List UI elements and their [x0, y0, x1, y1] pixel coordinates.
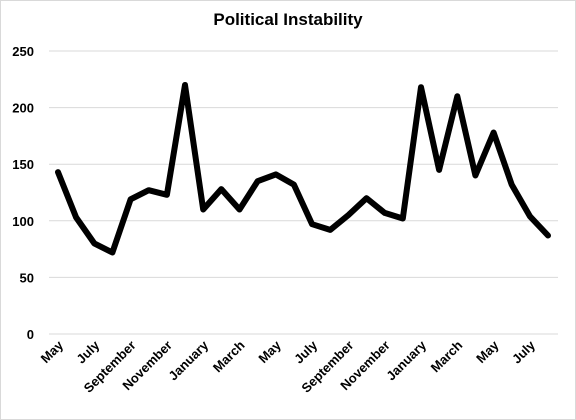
y-tick-label: 0: [27, 327, 34, 342]
data-point: [128, 196, 134, 202]
data-point: [182, 82, 188, 88]
data-point: [436, 167, 442, 173]
data-point: [454, 93, 460, 99]
data-point: [527, 213, 533, 219]
y-tick-label: 150: [12, 157, 34, 172]
data-point: [491, 130, 497, 136]
x-tick-label: March: [210, 337, 248, 375]
data-point: [382, 210, 388, 216]
x-tick-label: January: [383, 337, 429, 383]
x-tick-label: July: [509, 337, 539, 367]
data-point: [218, 186, 224, 192]
series-line-0: [55, 82, 551, 256]
data-point: [327, 227, 333, 233]
y-tick-label: 250: [12, 44, 34, 59]
x-tick-label: May: [473, 337, 502, 366]
data-point: [73, 214, 79, 220]
x-tick-label: January: [165, 337, 211, 383]
data-point: [509, 182, 515, 188]
x-tick-label: May: [255, 337, 284, 366]
chart-title: Political Instability: [213, 10, 363, 29]
data-point: [418, 84, 424, 90]
data-point: [55, 169, 61, 175]
y-tick-label: 50: [20, 270, 34, 285]
data-point: [200, 206, 206, 212]
data-point: [545, 233, 551, 239]
data-point: [164, 192, 170, 198]
y-tick-label: 200: [12, 101, 34, 116]
data-point: [273, 171, 279, 177]
data-point: [345, 212, 351, 218]
gridlines: [49, 50, 558, 335]
data-point: [236, 206, 242, 212]
series: [55, 82, 551, 256]
x-tick-label: July: [73, 337, 103, 367]
data-point: [309, 221, 315, 227]
data-point: [146, 187, 152, 193]
data-point: [91, 240, 97, 246]
data-point: [255, 178, 261, 184]
x-tick-label: March: [428, 337, 466, 375]
data-point: [472, 173, 478, 179]
y-tick-label: 100: [12, 214, 34, 229]
data-point: [291, 182, 297, 188]
x-tick-label: May: [38, 337, 67, 366]
x-tick-label: July: [291, 337, 321, 367]
data-point: [109, 249, 115, 255]
y-axis-ticks: 0 50 100 150 200 250: [12, 44, 34, 342]
data-point: [364, 195, 370, 201]
data-point: [400, 216, 406, 222]
